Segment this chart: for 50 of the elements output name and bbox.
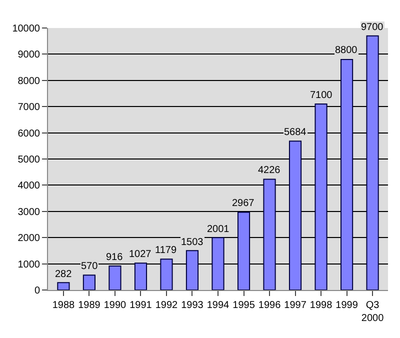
data-label: 1179 — [155, 245, 177, 256]
x-tick-label: 1995 — [232, 300, 256, 311]
bar — [160, 258, 173, 290]
x-tick-label: Q3 2000 — [361, 300, 384, 324]
y-tick-label: 9000 — [18, 50, 40, 61]
bar — [108, 266, 122, 290]
data-label: 7100 — [310, 90, 333, 101]
x-tick-label: 1998 — [310, 300, 333, 311]
x-tick-label: 1994 — [206, 300, 230, 311]
bar — [340, 58, 354, 290]
data-label: 282 — [55, 269, 72, 280]
data-label: 1027 — [129, 249, 152, 260]
y-tick-label: 7000 — [18, 102, 40, 114]
bar — [134, 262, 148, 290]
y-tick-label: 10000 — [12, 24, 40, 34]
y-tick-label: 2000 — [18, 233, 40, 244]
bar — [237, 212, 250, 290]
bar — [82, 274, 96, 290]
data-label: 2001 — [207, 224, 230, 235]
bar — [186, 250, 199, 290]
data-label: 5684 — [284, 127, 307, 138]
bar — [366, 35, 379, 290]
y-tick-label: 5000 — [18, 154, 40, 166]
y-tick-label: 8000 — [18, 76, 40, 87]
y-tick-label: 3000 — [18, 206, 40, 218]
x-tick-label: 1996 — [258, 300, 282, 311]
bar — [288, 140, 302, 290]
data-label: 2967 — [232, 198, 255, 209]
data-label: 4226 — [258, 165, 281, 176]
x-tick-label: 1990 — [104, 300, 127, 311]
y-tick-label: 1000 — [18, 259, 40, 270]
data-label: 1503 — [181, 237, 204, 248]
bar — [263, 178, 276, 290]
y-tick-label: 4000 — [18, 180, 40, 192]
bar — [57, 282, 70, 290]
y-tick-label: 6000 — [18, 128, 40, 140]
x-tick-label: 1993 — [181, 300, 204, 311]
data-label: 8800 — [335, 45, 358, 56]
data-label: 916 — [106, 252, 124, 263]
x-tick-label: 1999 — [336, 300, 358, 311]
data-label: 9700 — [361, 22, 384, 33]
x-tick-label: 1989 — [78, 300, 101, 311]
bar — [314, 103, 328, 290]
y-tick-label: 0 — [34, 286, 40, 296]
x-tick-label: 1997 — [284, 300, 307, 311]
bar — [212, 237, 224, 290]
x-tick-label: 1988 — [52, 300, 76, 311]
x-tick-label: 1991 — [130, 300, 152, 311]
data-label: 570 — [81, 261, 98, 272]
x-tick-label: 1992 — [155, 300, 178, 311]
